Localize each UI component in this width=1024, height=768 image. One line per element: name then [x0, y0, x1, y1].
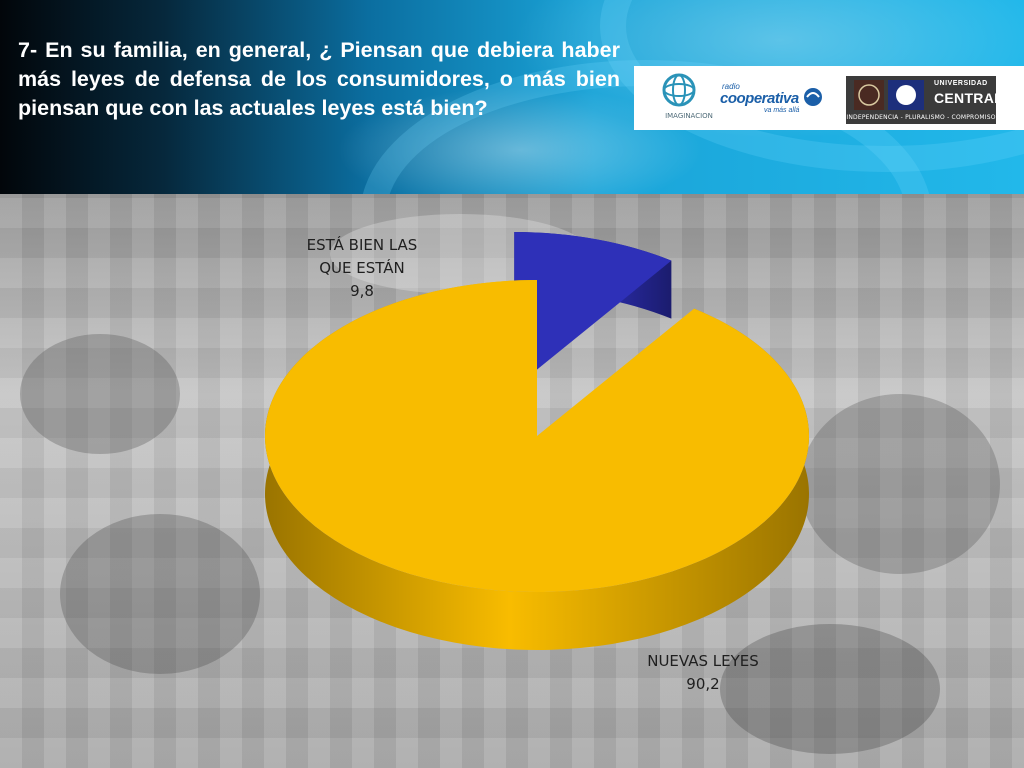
label-esta-bien-line2: QUE ESTÁN: [319, 258, 405, 277]
slide-header: 7- En su familia, en general, ¿ Piensan …: [0, 0, 1024, 194]
label-nuevas-leyes: NUEVAS LEYES: [647, 652, 759, 670]
cooperativa-wordmark: cooperativa: [720, 90, 799, 107]
question-title: 7- En su familia, en general, ¿ Piensan …: [18, 38, 620, 120]
cooperativa-tagline: va más allá: [764, 107, 800, 114]
university-emblem-icon: [854, 80, 924, 110]
universidad-central-logo: UNIVERSIDAD CENTRAL INDEPENDENCIA - PLUR…: [846, 76, 1003, 124]
cooperativa-logo: radio cooperativa va más allá: [720, 80, 824, 118]
pie-slice-esta-bien: [514, 232, 672, 388]
photo-shopper-blur: [20, 334, 180, 454]
pie-slice-top: [514, 232, 672, 388]
globe-icon: [662, 73, 696, 107]
imaginacion-logo: IMAGINACION: [654, 70, 713, 126]
imaginacion-wordmark: IMAGINACION: [665, 112, 713, 120]
cooperativa-radio-text: radio: [722, 82, 740, 91]
photo-shopper-blur: [800, 394, 1000, 574]
label-nuevas-leyes-value: 90,2: [686, 675, 719, 693]
photo-shopper-blur: [60, 514, 260, 674]
photo-shopper-blur: [720, 624, 940, 754]
radio-wave-icon: [804, 88, 822, 106]
label-esta-bien-line1: ESTÁ BIEN LAS: [307, 235, 418, 254]
sponsor-logos: IMAGINACION radio cooperativa va más all…: [634, 66, 1024, 130]
label-esta-bien-value: 9,8: [350, 282, 374, 300]
universidad-text: UNIVERSIDAD: [934, 80, 988, 87]
universidad-tagline: INDEPENDENCIA - PLURALISMO - COMPROMISO: [846, 114, 996, 121]
pie-slice-nuevas-leyes: [265, 280, 810, 650]
central-text: CENTRAL: [934, 90, 1003, 106]
pie-slice-top: [265, 280, 810, 592]
